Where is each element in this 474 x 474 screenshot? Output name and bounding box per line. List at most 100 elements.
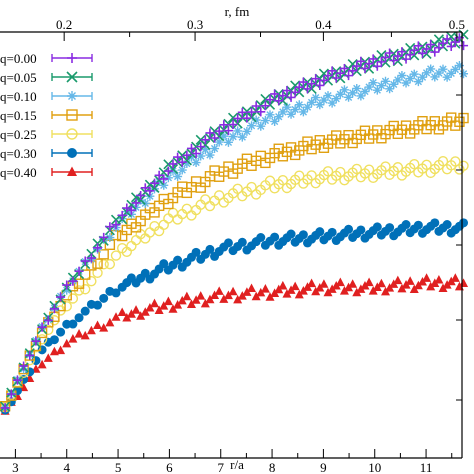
data-point — [294, 82, 304, 92]
data-point — [251, 115, 261, 125]
data-point — [73, 278, 85, 289]
data-point — [237, 107, 247, 117]
data-point — [409, 45, 419, 55]
data-point — [405, 50, 415, 60]
data-point — [200, 298, 210, 308]
data-point — [93, 300, 103, 310]
data-point — [356, 56, 366, 66]
data-point — [247, 283, 257, 293]
data-point — [80, 284, 91, 295]
data-point — [364, 277, 374, 287]
data-point — [177, 295, 187, 305]
data-point — [191, 158, 201, 168]
data-point — [282, 86, 292, 96]
data-point — [364, 82, 374, 92]
data-point — [173, 152, 183, 162]
data-point — [264, 175, 276, 186]
data-point — [458, 112, 469, 124]
data-point — [159, 259, 169, 269]
data-point — [385, 84, 395, 94]
data-point — [256, 107, 266, 117]
data-point — [335, 277, 345, 287]
data-point — [372, 61, 382, 71]
data-point — [442, 220, 452, 230]
data-point — [140, 307, 150, 316]
data-point — [136, 311, 146, 320]
data-point — [307, 79, 317, 89]
data-point — [397, 47, 407, 57]
data-point — [438, 283, 448, 293]
data-point — [356, 91, 366, 101]
data-point — [168, 166, 178, 176]
data-point — [286, 229, 296, 239]
data-point — [200, 135, 210, 145]
data-point — [214, 137, 224, 147]
x-tick-label: 9 — [320, 460, 327, 474]
data-point — [246, 112, 257, 123]
data-point — [237, 237, 247, 247]
data-point — [278, 91, 288, 101]
data-point — [446, 41, 456, 51]
data-point — [237, 112, 248, 123]
data-point — [218, 124, 229, 135]
series-q-0-05 — [0, 29, 469, 412]
data-point — [376, 57, 386, 67]
data-point — [68, 319, 78, 329]
legend-item: q=0.40 — [0, 165, 93, 180]
data-point — [363, 164, 375, 175]
data-point — [31, 336, 41, 346]
data-point — [99, 232, 109, 242]
data-point — [182, 159, 192, 169]
data-point — [339, 63, 349, 73]
series-q-0-40 — [0, 273, 469, 415]
data-point — [327, 284, 337, 293]
data-point — [376, 278, 386, 288]
data-point — [255, 99, 266, 111]
data-point — [294, 100, 304, 110]
data-point — [247, 107, 257, 117]
data-point — [307, 278, 317, 288]
data-point — [413, 77, 423, 87]
data-point — [86, 325, 96, 335]
data-point — [173, 255, 183, 265]
data-point — [405, 276, 415, 285]
data-point — [93, 320, 103, 330]
data-point — [210, 144, 220, 154]
data-point — [228, 286, 238, 296]
data-point — [351, 163, 362, 175]
legend-label: q=0.15 — [0, 108, 37, 123]
data-point — [290, 281, 300, 291]
data-point — [196, 291, 206, 300]
series-q-0-30 — [0, 218, 469, 415]
data-point — [265, 292, 275, 301]
data-point — [380, 161, 391, 172]
data-point — [352, 287, 362, 297]
data-point — [210, 133, 220, 143]
legend-label: q=0.05 — [0, 70, 37, 85]
data-point — [62, 338, 72, 348]
data-point — [306, 170, 317, 181]
data-point — [434, 274, 444, 284]
x-tick-label: 3 — [12, 460, 19, 474]
data-point — [214, 131, 225, 142]
legend-label: q=0.40 — [0, 165, 37, 180]
data-point — [68, 334, 78, 343]
data-point — [237, 291, 247, 300]
data-point — [315, 227, 325, 237]
data-point — [381, 76, 391, 86]
data-point — [290, 105, 300, 115]
legend-item: q=0.00 — [0, 51, 93, 66]
data-point — [126, 309, 136, 318]
data-point — [277, 174, 289, 186]
data-point — [393, 275, 403, 285]
data-point — [430, 278, 440, 287]
data-point — [246, 181, 257, 193]
data-point — [223, 290, 233, 300]
data-point — [154, 305, 164, 315]
data-point — [126, 240, 137, 252]
legend-item: q=0.10 — [0, 89, 93, 104]
data-point — [130, 192, 142, 203]
data-point — [397, 70, 407, 80]
data-point — [167, 163, 179, 175]
data-point — [348, 88, 358, 98]
